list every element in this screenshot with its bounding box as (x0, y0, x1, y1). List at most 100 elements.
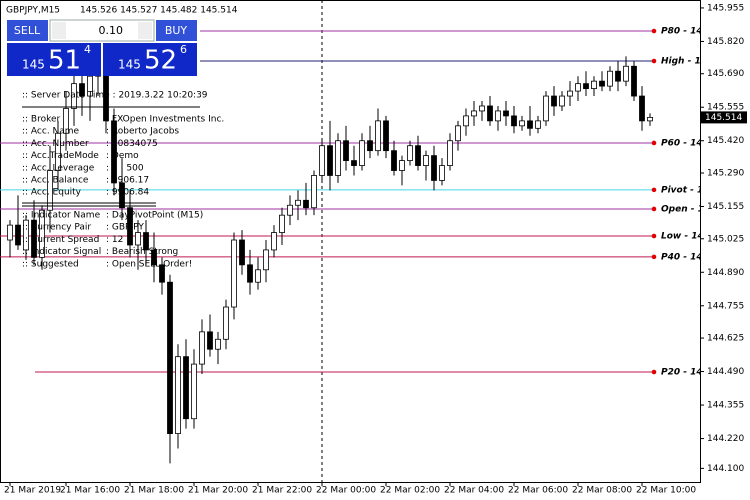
y-tick-label: 145.155 (707, 202, 744, 212)
bid-box[interactable] (7, 43, 101, 76)
candle-body (455, 125, 461, 142)
x-tick-label: 22 Mar 06:00 (508, 486, 568, 496)
candle-body (199, 331, 205, 365)
candle-body (367, 140, 373, 152)
info-value: : 12 (106, 235, 123, 245)
info-label: :: Acc. Name (22, 127, 80, 137)
candle-body (495, 110, 501, 122)
info-label: :: Acc. Equity (22, 188, 82, 198)
bid-small[interactable]: 4 (84, 43, 91, 56)
candle-body (327, 145, 333, 176)
sell-label[interactable]: SELL (14, 24, 41, 37)
lot-down[interactable] (52, 22, 66, 39)
candle-body (263, 249, 269, 271)
candle-body (127, 207, 133, 246)
candle-body (23, 219, 29, 251)
info-label: :: Currency Pair (22, 223, 91, 233)
candle-body (63, 108, 69, 134)
x-tick-label: 21 Mar 20:00 (188, 486, 248, 496)
candle-body (167, 281, 173, 435)
x-tick-label: 22 Mar 08:00 (572, 486, 632, 496)
info-value: : Open SELL Order! (106, 259, 192, 269)
candle-body (439, 165, 445, 181)
buy-label[interactable]: BUY (165, 24, 188, 37)
candle-body (159, 264, 165, 283)
lot-input[interactable] (49, 19, 155, 42)
ask-small[interactable]: 6 (180, 43, 187, 56)
info-label: :: Acc. Balance (22, 176, 89, 186)
ask-box[interactable] (103, 43, 197, 76)
candle-body (183, 356, 189, 420)
level-label: P40 - 144 (661, 252, 709, 262)
candle-body (207, 331, 213, 350)
level-label: Pivot - 14 (661, 185, 710, 195)
y-tick-label: 144.355 (707, 401, 744, 411)
ask-main[interactable]: 52 (144, 46, 177, 76)
current-price-label: 145.514 (705, 113, 742, 123)
buy-button[interactable] (156, 20, 197, 41)
level-label: Low - 14 (661, 232, 704, 242)
candle-body (271, 232, 277, 251)
sell-button[interactable] (7, 20, 48, 41)
x-tick-label: 21 Mar 22:00 (252, 486, 312, 496)
x-tick-label: 22 Mar 04:00 (444, 486, 504, 496)
bid-main[interactable]: 51 (48, 46, 81, 76)
candle-body (343, 140, 349, 161)
y-tick-label: 145.290 (707, 168, 744, 178)
candle-body (175, 356, 181, 435)
candle-body (591, 80, 597, 90)
info-value: : Demo (106, 151, 139, 161)
level-label: P20 - 14 (661, 368, 703, 378)
level-dot (651, 254, 657, 260)
candle-body (119, 182, 125, 209)
candle-body (15, 224, 21, 246)
info-label: :: Acc. Number (22, 139, 89, 149)
x-tick-label: 22 Mar 00:00 (316, 486, 376, 496)
candle-body (487, 105, 493, 122)
info-value: : Bearish Strong (106, 247, 178, 257)
x-tick-label: 22 Mar 02:00 (380, 486, 440, 496)
x-tick-label: 21 Mar 18:00 (124, 486, 184, 496)
candle-body (31, 219, 37, 258)
level-dot (651, 187, 657, 193)
lot-value[interactable]: 0.10 (99, 24, 124, 37)
time-axis-bg (0, 483, 750, 500)
candle-body (383, 120, 389, 152)
ask-big[interactable]: 145 (118, 58, 141, 72)
y-tick-label: 145.690 (707, 69, 744, 79)
y-tick-label: 145.025 (707, 234, 744, 244)
candle-body (55, 132, 61, 171)
candle-body (623, 65, 629, 82)
info-label: :: Indicator Name (22, 211, 101, 221)
candle-body (447, 140, 453, 166)
candle-body (431, 155, 437, 181)
candle-body (7, 224, 13, 241)
candle-body (607, 70, 613, 87)
level-dot (651, 58, 657, 64)
candle-body (599, 80, 605, 87)
info-value: : Roberto Jacobs (106, 127, 179, 137)
y-tick-label: 144.625 (707, 334, 744, 344)
lot-up[interactable] (138, 22, 152, 39)
y-tick-label: 145.420 (707, 136, 744, 146)
y-tick-label: 144.100 (707, 464, 744, 474)
info-value: : 9906.17 (106, 176, 149, 186)
candle-body (303, 199, 309, 209)
candle-body (39, 209, 45, 258)
candle-body (79, 83, 85, 97)
candle-body (543, 95, 549, 122)
bid-big[interactable]: 145 (22, 58, 45, 72)
y-tick-label: 144.490 (707, 367, 744, 377)
candle-body (231, 239, 237, 308)
level-dot (651, 369, 657, 375)
candle-body (287, 204, 293, 216)
candle-body (223, 306, 229, 340)
candle-body (255, 269, 261, 283)
candle-body (71, 83, 77, 109)
candle-body (567, 90, 573, 97)
x-tick-label: 22 Mar 10:00 (636, 486, 696, 496)
candle-body (559, 95, 565, 107)
candle-body (527, 120, 533, 129)
candle-body (87, 75, 93, 97)
level-dot (651, 233, 657, 239)
